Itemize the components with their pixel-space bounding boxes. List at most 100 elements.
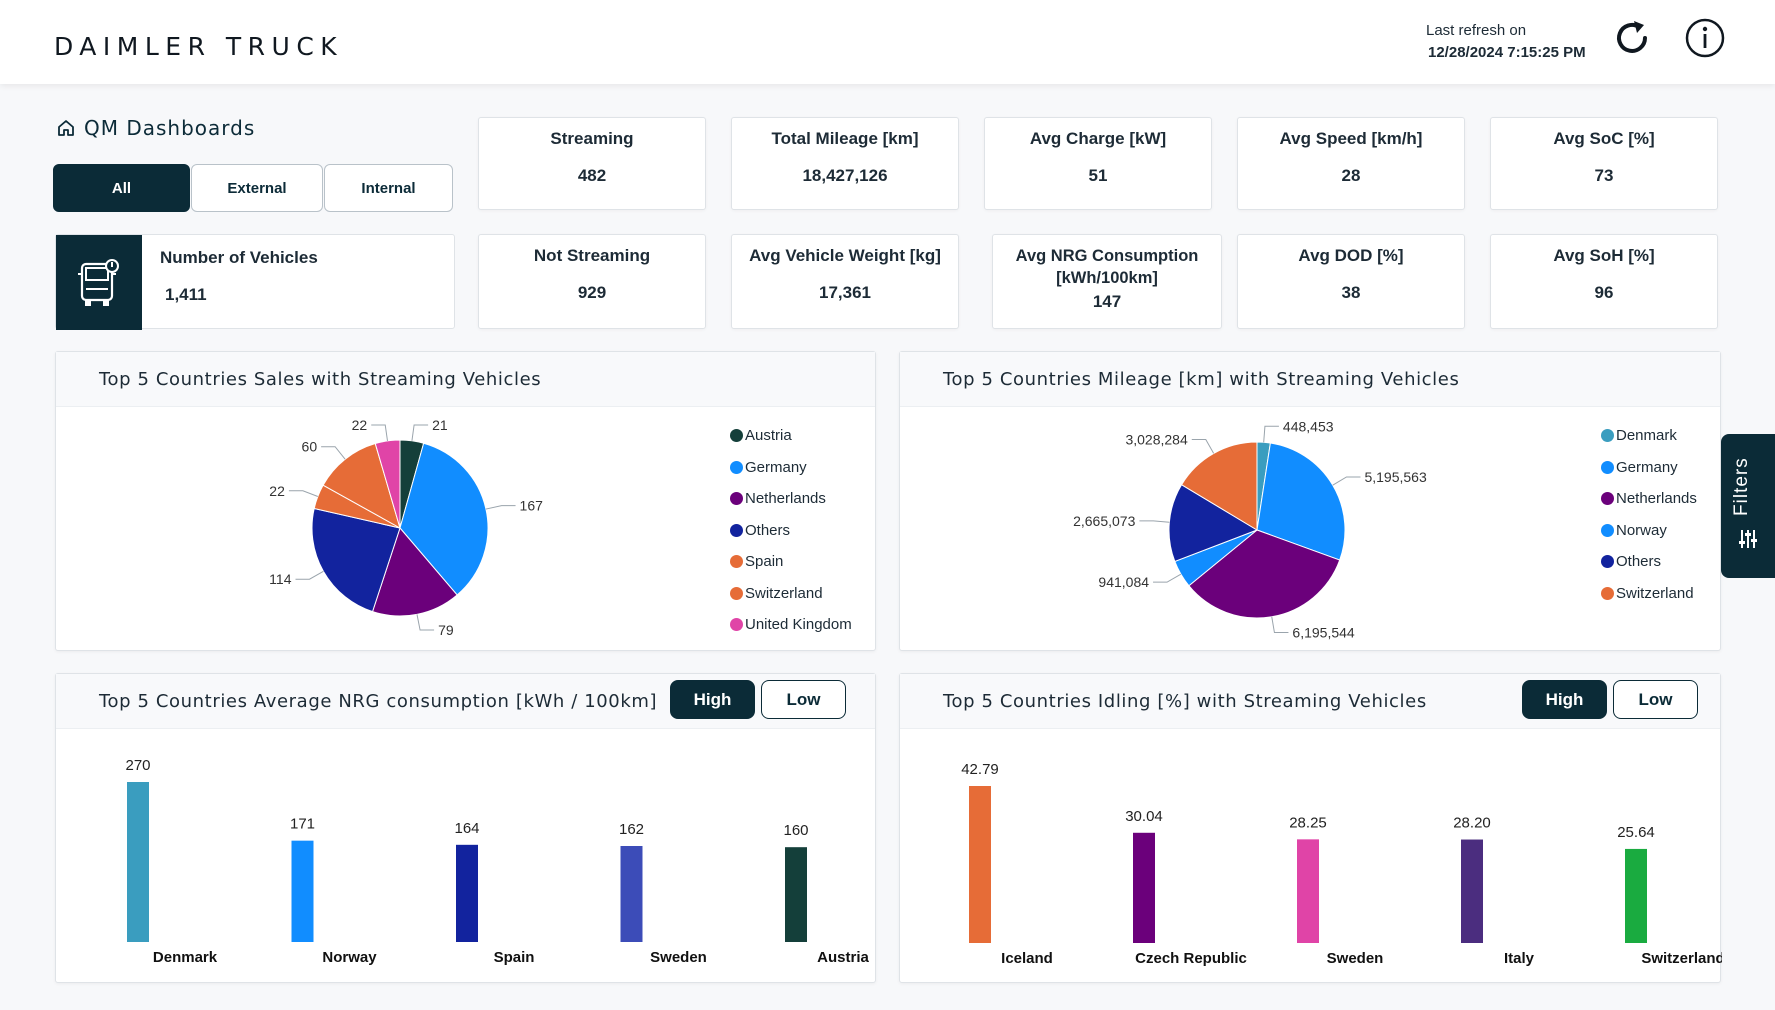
idling-bar-panel: Top 5 Countries Idling [%] with Streamin… xyxy=(899,673,1722,984)
idling-high-button[interactable]: High xyxy=(1522,680,1607,719)
segment-all[interactable]: All xyxy=(53,164,190,212)
pie-slice[interactable] xyxy=(371,526,458,617)
legend-item[interactable]: Austria xyxy=(730,420,852,452)
pie-slice[interactable] xyxy=(1188,529,1341,619)
kpi-value: 929 xyxy=(577,283,607,302)
kpi-avg-soh: Avg SoH [%] 96 xyxy=(1490,234,1718,329)
idling-low-button[interactable]: Low xyxy=(1613,680,1698,719)
legend-item[interactable]: Others xyxy=(730,515,852,547)
legend-item[interactable]: Norway xyxy=(1601,515,1697,547)
kpi-label: Avg Vehicle Weight [kg] xyxy=(749,246,941,265)
kpi-value: 17,361 xyxy=(819,283,871,302)
vehicles-value: 1,411 xyxy=(165,285,207,304)
pie-leader-line xyxy=(485,505,516,510)
kpi-total-mileage: Total Mileage [km] 18,427,126 xyxy=(731,117,959,210)
bar[interactable] xyxy=(969,786,991,943)
pie-slice[interactable] xyxy=(1256,442,1346,561)
legend-item[interactable]: Denmark xyxy=(1601,420,1697,452)
kpi-label: Avg DOD [%] xyxy=(1298,246,1404,265)
legend-item[interactable]: Spain xyxy=(730,546,852,578)
pie-leader-line xyxy=(1153,573,1182,583)
sales-pie-panel: Top 5 Countries Sales with Streaming Veh… xyxy=(55,351,876,651)
bar[interactable] xyxy=(456,844,478,942)
pie-slice[interactable] xyxy=(311,507,401,613)
bar[interactable] xyxy=(785,847,807,942)
info-icon[interactable] xyxy=(1683,16,1727,60)
bar-category-label: Sweden xyxy=(650,949,707,966)
nrg-bar-chart[interactable]: 270 Denmark 171 Norway 164 Spain 162 Sweden 160 A… xyxy=(56,674,877,984)
refresh-icon[interactable] xyxy=(1610,16,1654,60)
bar[interactable] xyxy=(1461,839,1483,943)
pie-data-label: 21 xyxy=(432,417,448,433)
legend-label: Switzerland xyxy=(745,584,823,602)
bar[interactable] xyxy=(1133,832,1155,943)
pie-slice[interactable] xyxy=(322,442,401,530)
nrg-low-button[interactable]: Low xyxy=(761,680,846,719)
pie-leader-line xyxy=(321,446,346,460)
pie-data-label: 114 xyxy=(269,571,292,587)
legend-item[interactable]: Germany xyxy=(1601,452,1697,484)
home-icon xyxy=(58,120,74,136)
pie-data-label: 448,453 xyxy=(1283,418,1334,434)
legend-swatch xyxy=(1601,555,1614,569)
legend-item[interactable]: United Kingdom xyxy=(730,609,852,641)
legend-item[interactable]: Netherlands xyxy=(730,483,852,515)
legend-swatch xyxy=(730,523,743,537)
kpi-label: Avg SoC [%] xyxy=(1553,129,1655,148)
panel-title: Top 5 Countries Sales with Streaming Veh… xyxy=(99,369,542,390)
kpi-label: Not Streaming xyxy=(533,246,651,265)
pie-data-label: 22 xyxy=(352,417,368,433)
bar-value-label: 30.04 xyxy=(1125,808,1163,825)
legend-item[interactable]: Germany xyxy=(730,452,852,484)
legend-label: Others xyxy=(745,521,791,539)
bar-value-label: 164 xyxy=(454,820,479,837)
mileage-pie-chart[interactable]: 448,453 5,195,563 6,195,544 941,084 2,665,07… xyxy=(900,352,1722,652)
legend-swatch xyxy=(730,492,743,506)
legend-item[interactable]: Switzerland xyxy=(730,578,852,610)
kpi-label: Streaming xyxy=(550,129,634,148)
legend-item[interactable]: Netherlands xyxy=(1601,483,1697,515)
legend-label: Spain xyxy=(745,553,784,571)
pie-slice[interactable] xyxy=(399,442,489,596)
kpi-value: 482 xyxy=(577,166,607,185)
bar[interactable] xyxy=(620,846,643,942)
kpi-value: 18,427,126 xyxy=(802,166,888,185)
legend-item[interactable]: Others xyxy=(1601,546,1697,578)
kpi-avg-charge: Avg Charge [kW] 51 xyxy=(984,117,1212,210)
filters-tab[interactable]: Filters xyxy=(1721,434,1775,578)
bar[interactable] xyxy=(1625,848,1647,943)
pie-leader-line xyxy=(1139,520,1170,523)
kpi-label: Total Mileage [km] xyxy=(771,129,919,148)
bar-category-label: Austria xyxy=(817,949,869,966)
pie-leader-line xyxy=(371,424,388,441)
legend-swatch xyxy=(730,618,743,632)
legend-swatch xyxy=(730,586,743,600)
segment-internal[interactable]: Internal xyxy=(324,164,453,212)
kpi-avg-speed: Avg Speed [km/h] 28 xyxy=(1237,117,1465,210)
pie-leader-line xyxy=(1191,438,1215,454)
bar-category-label: Switzerland xyxy=(1641,950,1722,967)
bar-category-label: Denmark xyxy=(153,949,218,966)
sales-pie-chart[interactable]: 21 167 79 114 22 60 22 xyxy=(56,352,877,652)
sliders-icon xyxy=(1739,530,1757,548)
bar[interactable] xyxy=(1297,839,1319,943)
brand-logo: DAIMLER TRUCK xyxy=(54,32,344,61)
legend-label: Denmark xyxy=(1616,427,1677,445)
legend-label: Germany xyxy=(745,458,807,476)
kpi-label: Avg Speed [km/h] xyxy=(1279,129,1423,148)
kpi-value: 28 xyxy=(1341,166,1361,185)
pie-leader-line xyxy=(1271,616,1289,634)
pie-data-label: 22 xyxy=(269,483,285,499)
legend-swatch xyxy=(1601,460,1614,474)
nrg-high-button[interactable]: High xyxy=(670,680,755,719)
bar[interactable] xyxy=(291,840,314,942)
legend-swatch xyxy=(1601,492,1614,506)
dashboard-title[interactable]: QM Dashboards xyxy=(56,116,255,140)
pie-data-label: 79 xyxy=(438,622,454,638)
legend-item[interactable]: Switzerland xyxy=(1601,578,1697,610)
bar[interactable] xyxy=(127,782,149,942)
pie-slice[interactable] xyxy=(1168,484,1259,563)
legend-label: Austria xyxy=(745,427,792,445)
idling-bar-chart[interactable]: 42.79 Iceland 30.04 Czech Republic 28.25 Swed… xyxy=(900,674,1722,984)
segment-external[interactable]: External xyxy=(191,164,323,212)
